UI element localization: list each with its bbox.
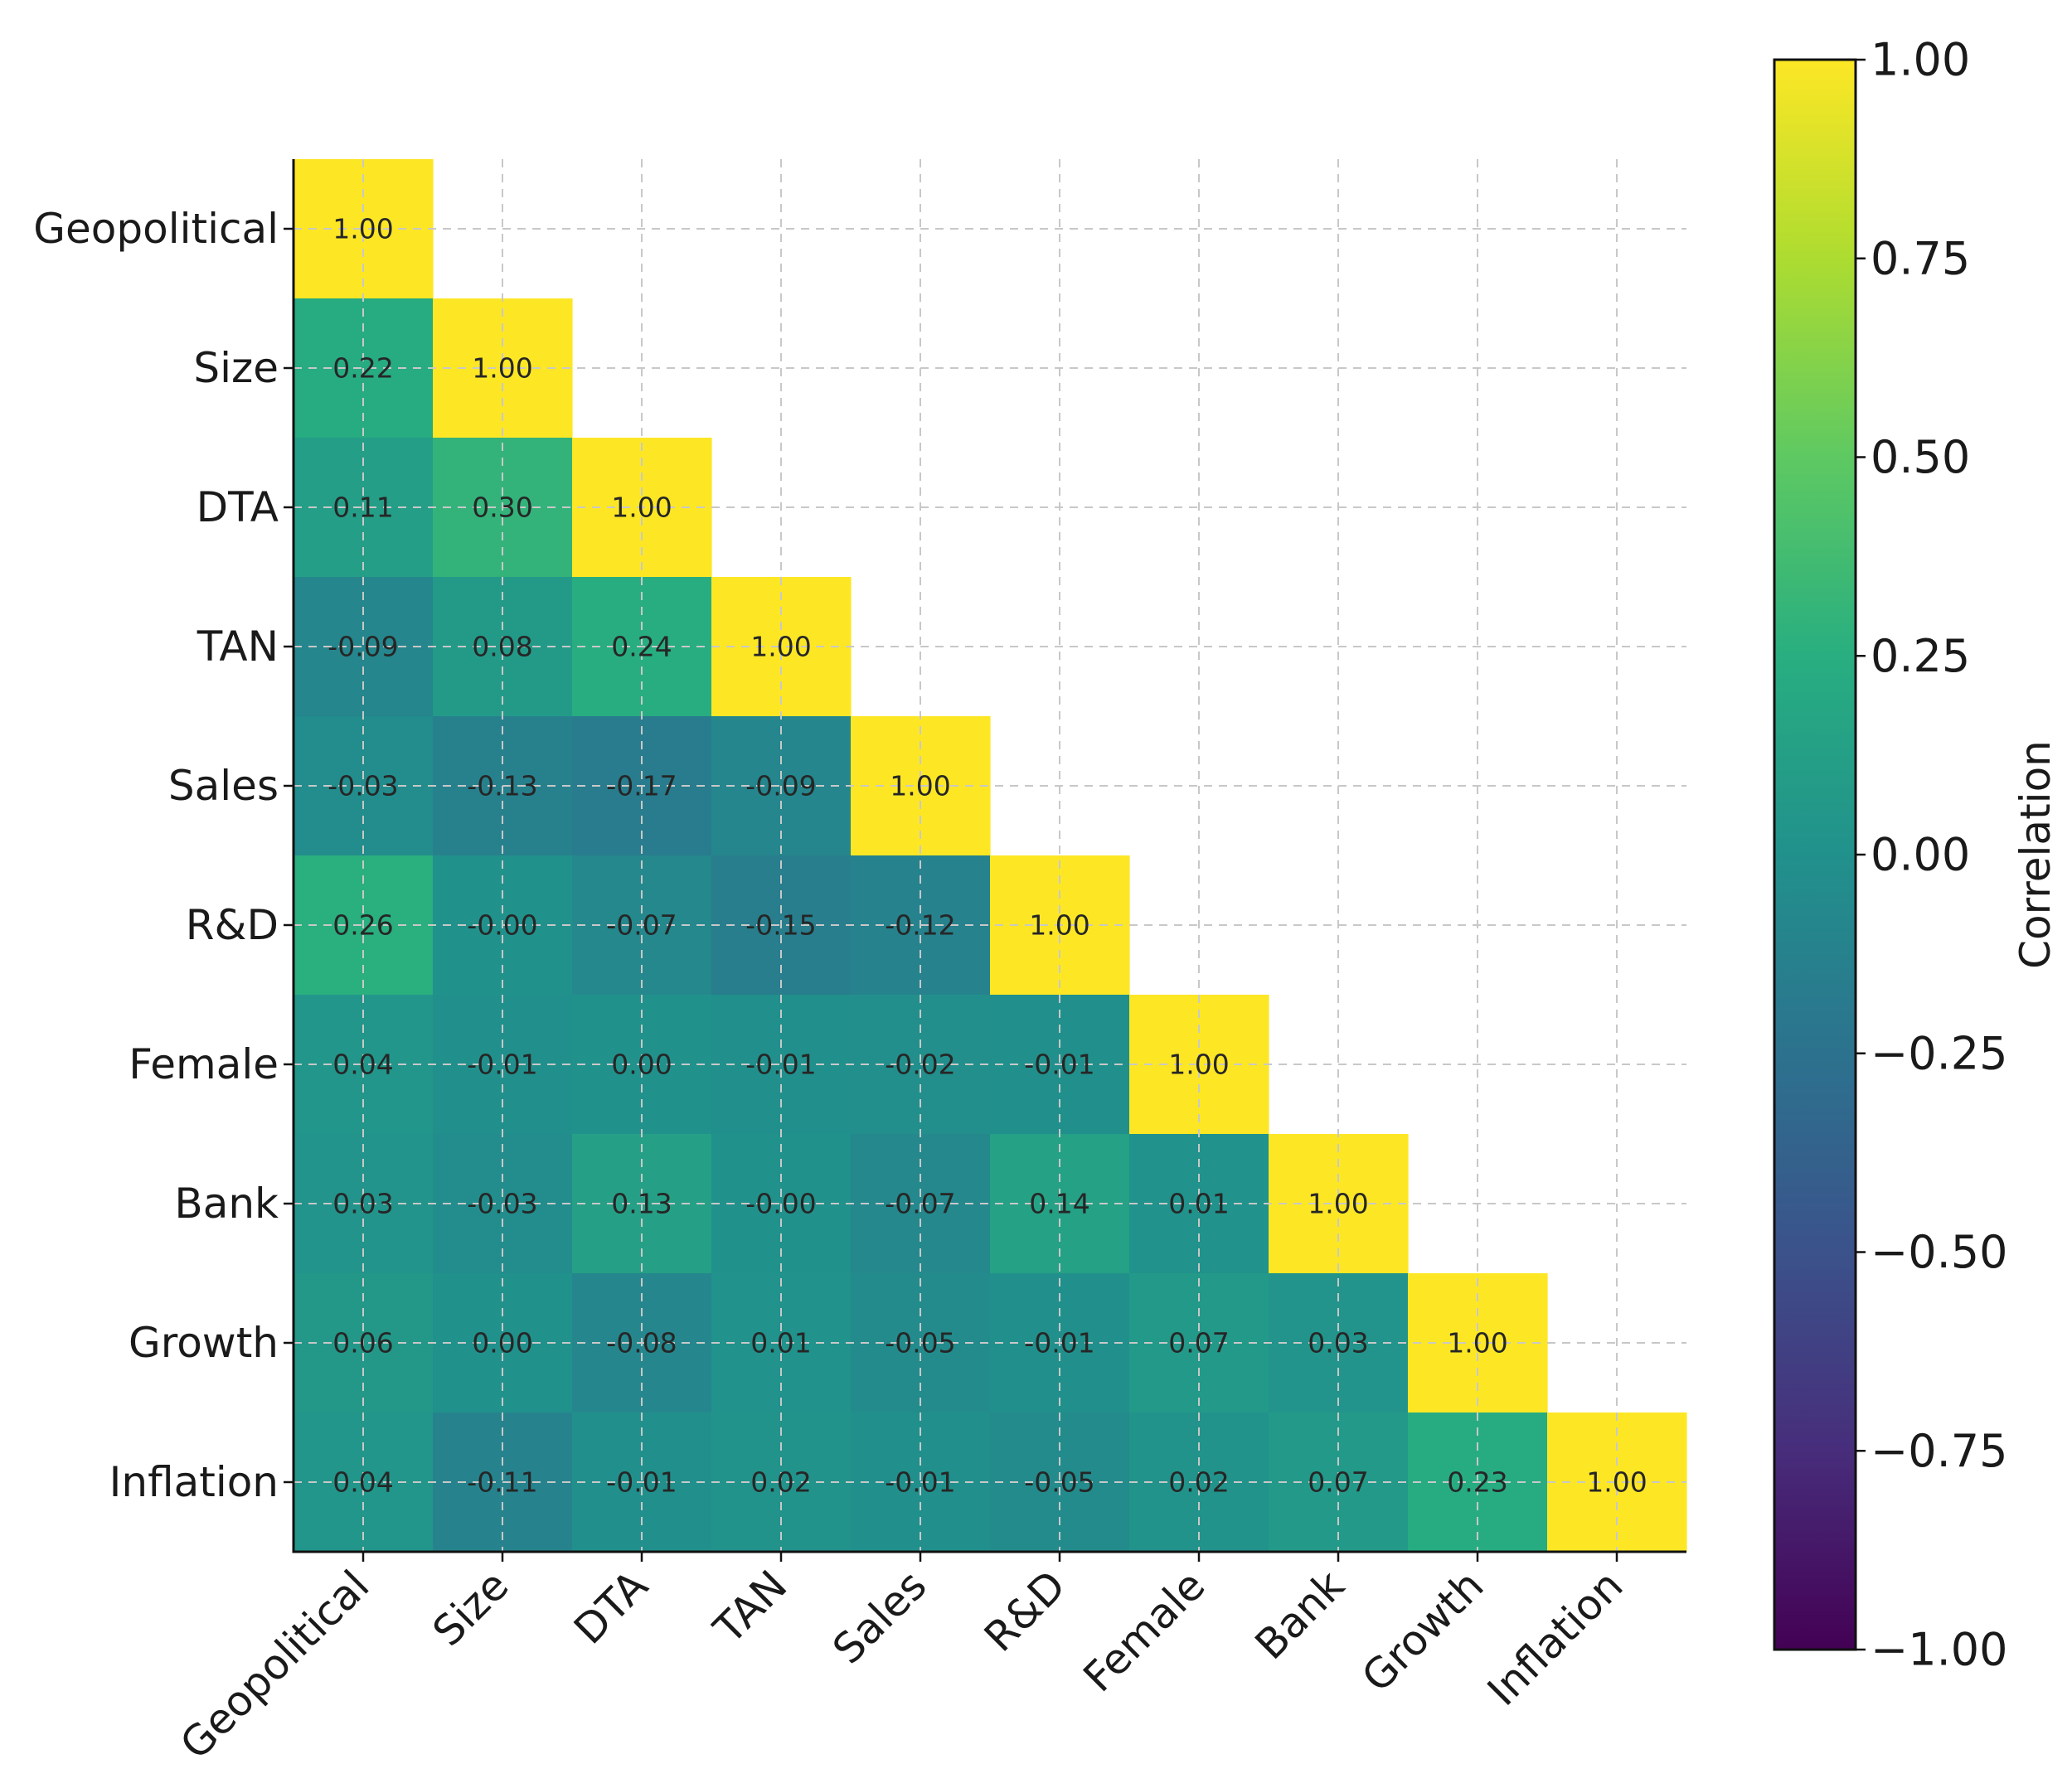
cell-value-label: 1.00 — [1308, 1188, 1368, 1220]
colorbar-tick-label: 0.75 — [1871, 232, 1970, 284]
y-tick-label-growth: Growth — [129, 1319, 279, 1367]
cell-value-label: -0.00 — [745, 1188, 816, 1220]
y-tick-label-geopolitical: Geopolitical — [33, 205, 279, 253]
x-tick-label-geopolitical: Geopolitical — [171, 1561, 378, 1768]
cell-value-label: -0.15 — [745, 909, 816, 942]
cell-value-label: -0.03 — [328, 770, 398, 802]
heatmap-cell-inflation-female — [1129, 1412, 1269, 1553]
x-tick-label-sales: Sales — [823, 1561, 935, 1673]
cell-value-label: -0.17 — [606, 770, 677, 802]
cell-value-label: 1.00 — [332, 213, 393, 245]
cell-value-label: -0.05 — [1024, 1466, 1094, 1499]
y-tick-label-tan: TAN — [197, 623, 279, 671]
colorbar-tick-label: −0.50 — [1871, 1226, 2007, 1278]
heatmap-cell-female-female — [1129, 995, 1269, 1135]
x-tick-label-bank: Bank — [1246, 1561, 1354, 1669]
cell-value-label: 0.26 — [332, 909, 393, 942]
cell-value-label: 1.00 — [1168, 1049, 1229, 1081]
cell-value-label: 0.24 — [611, 631, 672, 663]
heatmap-cell-tan-tan — [711, 577, 852, 717]
colorbar-tick-label: 0.50 — [1871, 431, 1970, 483]
cell-value-label: -0.03 — [467, 1188, 537, 1220]
colorbar-tick-label: −0.75 — [1871, 1425, 2007, 1477]
cell-value-label: 0.07 — [1308, 1466, 1368, 1499]
cell-value-label: 0.23 — [1447, 1466, 1507, 1499]
cell-value-label: 0.06 — [332, 1327, 393, 1359]
cell-value-label: -0.01 — [606, 1466, 677, 1499]
x-tick-label-female: Female — [1075, 1561, 1215, 1701]
cell-value-label: -0.01 — [885, 1466, 955, 1499]
colorbar-tick-label: 0.25 — [1871, 630, 1970, 682]
y-tick-label-randd: R&D — [186, 901, 279, 949]
cell-value-label: -0.07 — [885, 1188, 955, 1220]
cell-value-label: 0.02 — [1168, 1466, 1229, 1499]
colorbar-tick-label: −0.25 — [1871, 1027, 2007, 1079]
cell-value-label: 1.00 — [472, 352, 532, 385]
cell-value-label: -0.01 — [745, 1049, 816, 1081]
cell-value-label: 1.00 — [611, 492, 672, 524]
cell-value-label: 0.11 — [332, 492, 393, 524]
cell-value-label: -0.12 — [885, 909, 955, 942]
cell-value-label: -0.01 — [1024, 1327, 1094, 1359]
y-tick-label-female: Female — [129, 1040, 279, 1088]
y-tick-label-dta: DTA — [197, 483, 279, 531]
cell-value-label: 0.01 — [750, 1327, 811, 1359]
cell-value-label: 1.00 — [890, 770, 950, 802]
cell-value-label: 0.22 — [332, 352, 393, 385]
cell-value-label: -0.02 — [885, 1049, 955, 1081]
cell-value-label: 0.07 — [1168, 1327, 1229, 1359]
heatmap-cell-tan-geopolitical — [294, 577, 434, 717]
cell-value-label: -0.11 — [467, 1466, 537, 1499]
cell-value-label: 1.00 — [1447, 1327, 1507, 1359]
heatmap-gridlines — [294, 159, 1686, 1552]
y-tick-label-size: Size — [193, 344, 279, 392]
x-tick-label-randd: R&D — [975, 1561, 1075, 1660]
cell-value-label: 1.00 — [1029, 909, 1089, 942]
colorbar-tick-label: 0.00 — [1871, 829, 1970, 881]
y-tick-label-inflation: Inflation — [109, 1458, 279, 1506]
cell-value-label: -0.05 — [885, 1327, 955, 1359]
x-tick-label-size: Size — [424, 1561, 518, 1655]
cell-value-label: 0.30 — [472, 492, 532, 524]
cell-value-label: 0.00 — [611, 1049, 672, 1081]
cell-value-label: 1.00 — [1586, 1466, 1647, 1499]
y-tick-label-sales: Sales — [168, 762, 279, 810]
heatmap-cell-inflation-tan — [711, 1412, 852, 1553]
cell-value-label: 0.03 — [1308, 1327, 1368, 1359]
heatmap-cell-female-geopolitical — [294, 995, 434, 1135]
cell-value-label: 0.02 — [750, 1466, 811, 1499]
cell-value-label: -0.09 — [745, 770, 816, 802]
x-tick-label-growth: Growth — [1352, 1561, 1492, 1701]
cell-value-label: -0.08 — [606, 1327, 677, 1359]
heatmap-cell-inflation-geopolitical — [294, 1412, 434, 1553]
cell-value-label: 1.00 — [750, 631, 811, 663]
heatmap-cell-inflation-inflation — [1547, 1412, 1687, 1553]
colorbar: 1.00 0.75 0.50 0.25 0.00 −0.25 −0.50 −0.75 −1.00… — [1773, 34, 2060, 1676]
cell-value-label: -0.00 — [467, 909, 537, 942]
colorbar-label: Correlation — [2011, 740, 2060, 969]
x-tick-label-inflation: Inflation — [1478, 1561, 1633, 1715]
y-tick-label-bank: Bank — [174, 1180, 279, 1228]
cell-value-label: -0.07 — [606, 909, 677, 942]
cell-value-label: 0.03 — [332, 1188, 393, 1220]
colorbar-tick-label: −1.00 — [1871, 1624, 2007, 1676]
cell-value-label: 0.00 — [472, 1327, 532, 1359]
heatmap-cell-geopolitical-geopolitical — [294, 159, 434, 299]
heatmap-cell-female-tan — [711, 995, 852, 1135]
cell-value-label: -0.01 — [467, 1049, 537, 1081]
cell-value-label: 0.14 — [1029, 1188, 1089, 1220]
cell-value-label: 0.04 — [332, 1466, 393, 1499]
cell-value-label: -0.01 — [1024, 1049, 1094, 1081]
cell-value-label: 0.08 — [472, 631, 532, 663]
x-tick-label-dta: DTA — [565, 1561, 657, 1653]
cell-value-label: 0.13 — [611, 1188, 672, 1220]
cell-value-label: 0.04 — [332, 1049, 393, 1081]
colorbar-tick-label: 1.00 — [1871, 34, 1970, 86]
colorbar-gradient — [1773, 58, 1857, 1651]
cell-value-label: 0.01 — [1168, 1188, 1229, 1220]
cell-value-label: -0.09 — [328, 631, 398, 663]
x-tick-label-tan: TAN — [704, 1561, 796, 1653]
cell-value-label: -0.13 — [467, 770, 537, 802]
